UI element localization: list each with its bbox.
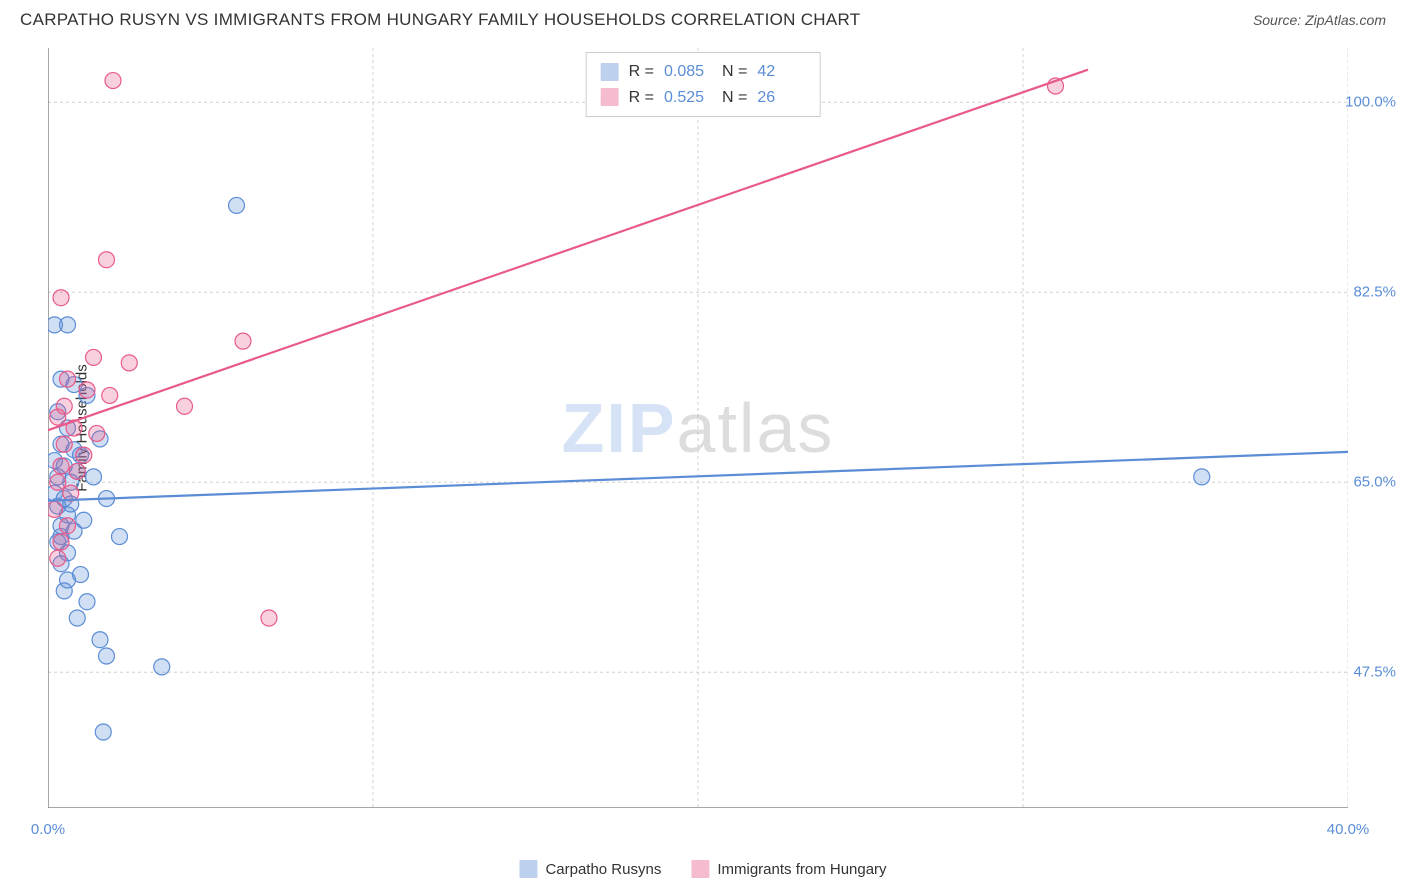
data-point: [154, 659, 170, 675]
data-point: [1194, 469, 1210, 485]
data-point: [235, 333, 251, 349]
data-point: [79, 594, 95, 610]
r-label: R =: [629, 85, 654, 111]
data-point: [95, 724, 111, 740]
legend-swatch-icon: [601, 63, 619, 81]
source-prefix: Source:: [1253, 12, 1305, 28]
data-point: [99, 252, 115, 268]
scatter-plot: [48, 48, 1348, 808]
y-tick-label: 47.5%: [1353, 664, 1396, 681]
data-point: [86, 469, 102, 485]
r-value: 0.085: [664, 59, 712, 85]
data-point: [69, 610, 85, 626]
data-point: [60, 317, 76, 333]
x-tick-label: 0.0%: [31, 821, 65, 838]
trend-line: [48, 70, 1088, 430]
legend-label: Immigrants from Hungary: [717, 861, 886, 878]
data-point: [102, 387, 118, 403]
data-point: [53, 534, 69, 550]
legend-swatch-icon: [601, 88, 619, 106]
data-point: [69, 463, 85, 479]
r-value: 0.525: [664, 85, 712, 111]
data-point: [177, 398, 193, 414]
data-point: [112, 529, 128, 545]
data-point: [229, 197, 245, 213]
data-point: [105, 73, 121, 89]
bottom-legend: Carpatho Rusyns Immigrants from Hungary: [519, 860, 886, 878]
data-point: [53, 290, 69, 306]
header: CARPATHO RUSYN VS IMMIGRANTS FROM HUNGAR…: [0, 0, 1406, 38]
n-label: N =: [722, 85, 747, 111]
stats-row: R = 0.085 N = 42: [601, 59, 806, 85]
source-attribution: Source: ZipAtlas.com: [1253, 12, 1386, 28]
n-value: 26: [757, 85, 805, 111]
legend-swatch-icon: [691, 860, 709, 878]
n-label: N =: [722, 59, 747, 85]
y-tick-label: 82.5%: [1353, 284, 1396, 301]
data-point: [48, 501, 63, 517]
x-tick-label: 40.0%: [1327, 821, 1370, 838]
data-point: [56, 436, 72, 452]
data-point: [89, 425, 105, 441]
legend-item: Carpatho Rusyns: [519, 860, 661, 878]
r-label: R =: [629, 59, 654, 85]
data-point: [56, 398, 72, 414]
data-point: [121, 355, 137, 371]
data-point: [60, 371, 76, 387]
data-point: [76, 512, 92, 528]
source-name: ZipAtlas.com: [1305, 12, 1386, 28]
chart-title: CARPATHO RUSYN VS IMMIGRANTS FROM HUNGAR…: [20, 10, 860, 30]
data-point: [60, 518, 76, 534]
stats-legend: R = 0.085 N = 42 R = 0.525 N = 26: [586, 52, 821, 117]
legend-label: Carpatho Rusyns: [545, 861, 661, 878]
chart-area: Family Households 47.5%65.0%82.5%100.0% …: [48, 48, 1348, 808]
data-point: [50, 550, 66, 566]
legend-item: Immigrants from Hungary: [691, 860, 886, 878]
data-point: [60, 572, 76, 588]
y-tick-label: 65.0%: [1353, 474, 1396, 491]
data-point: [86, 349, 102, 365]
y-tick-label: 100.0%: [1345, 94, 1396, 111]
data-point: [50, 474, 66, 490]
stats-row: R = 0.525 N = 26: [601, 85, 806, 111]
legend-swatch-icon: [519, 860, 537, 878]
data-point: [261, 610, 277, 626]
data-point: [92, 632, 108, 648]
data-point: [99, 648, 115, 664]
data-point: [79, 382, 95, 398]
n-value: 42: [757, 59, 805, 85]
data-point: [53, 458, 69, 474]
data-point: [76, 447, 92, 463]
